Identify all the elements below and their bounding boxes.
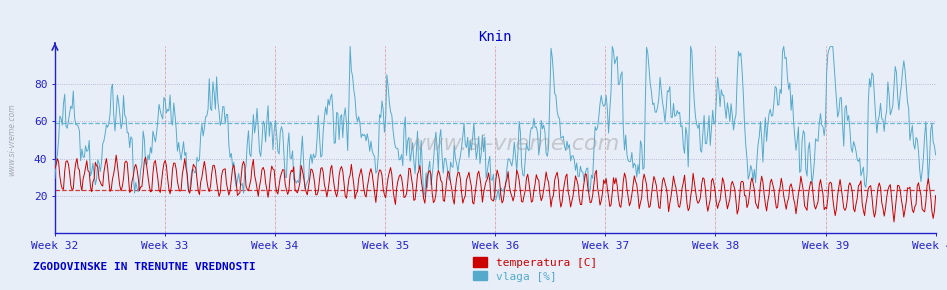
Text: www.si-vreme.com: www.si-vreme.com	[407, 134, 619, 154]
Text: www.si-vreme.com: www.si-vreme.com	[8, 103, 17, 175]
Text: ZGODOVINSKE IN TRENUTNE VREDNOSTI: ZGODOVINSKE IN TRENUTNE VREDNOSTI	[33, 262, 256, 272]
Title: Knin: Knin	[478, 30, 512, 44]
Legend: temperatura [C], vlaga [%]: temperatura [C], vlaga [%]	[474, 257, 597, 282]
